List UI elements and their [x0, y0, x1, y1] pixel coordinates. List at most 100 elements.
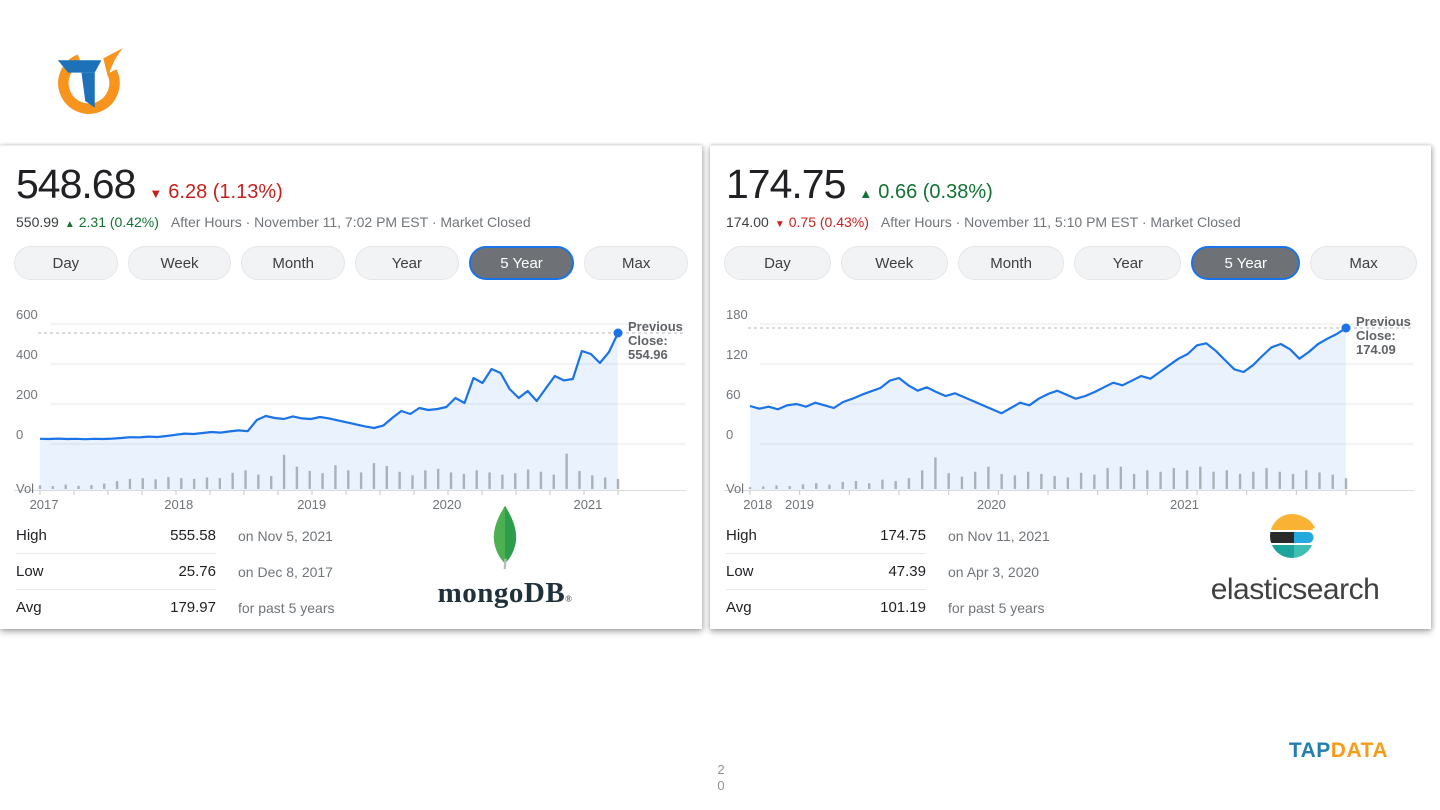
time-range-selector: Day Week Month Year 5 Year Max	[724, 246, 1417, 280]
price-chart-mongodb: 600 400 200 0 2017 2018 2019 2020 2021 Vol Previo…	[14, 304, 686, 518]
after-hours-change: ▼ 0.75 (0.43%)	[774, 214, 869, 230]
elasticsearch-mark-icon	[1270, 514, 1315, 558]
current-price: 548.68	[16, 161, 136, 207]
stat-note: on Dec 8, 2017	[238, 564, 333, 580]
stat-row-avg: Avg 101.19 for past 5 years	[726, 590, 1056, 625]
range-button-5-year[interactable]: 5 Year	[1191, 246, 1301, 280]
stat-note: on Apr 3, 2020	[948, 564, 1040, 580]
price-change-text: 6.28 (1.13%)	[168, 181, 283, 203]
after-hours-row: 174.00 ▼ 0.75 (0.43%) After Hours · Novem…	[710, 206, 1431, 230]
after-hours-arrow-icon: ▲	[64, 219, 75, 230]
stat-note: on Nov 11, 2021	[948, 528, 1050, 544]
stat-label: Low	[726, 563, 754, 580]
tapdata-mark-icon	[54, 44, 126, 122]
mongodb-wordmark: mongoDB®	[437, 577, 573, 609]
after-hours-note: After Hours · November 11, 5:10 PM EST ·…	[880, 214, 1241, 230]
after-hours-price: 174.00	[726, 214, 769, 230]
elasticsearch-logo: elasticsearch	[1180, 508, 1410, 607]
previous-close-annotation: Previous Close: 554.96	[628, 320, 694, 362]
elasticsearch-wordmark: elasticsearch	[1210, 573, 1380, 606]
svg-text:0: 0	[16, 427, 23, 442]
svg-text:400: 400	[16, 347, 38, 362]
range-button-week[interactable]: Week	[840, 246, 948, 280]
price-chart-elasticsearch: 180 120 60 0 2018 2019 2020 2021 Vol Previous Cl…	[724, 304, 1414, 518]
range-button-5-year[interactable]: 5 Year	[468, 246, 575, 280]
range-button-year[interactable]: Year	[1074, 246, 1182, 280]
svg-text:600: 600	[16, 307, 38, 322]
page-number: 2 0	[712, 762, 730, 794]
price-change-text: 0.66 (0.38%)	[878, 181, 993, 203]
range-button-month[interactable]: Month	[241, 246, 346, 280]
price-chart-svg: 600 400 200 0 2017 2018 2019 2020 2021 Vol	[14, 307, 686, 512]
svg-text:2018: 2018	[164, 497, 193, 512]
svg-text:2020: 2020	[432, 497, 461, 512]
svg-text:2017: 2017	[30, 497, 59, 512]
stat-value: 179.97	[170, 599, 216, 616]
range-button-max[interactable]: Max	[584, 246, 689, 280]
after-hours-row: 550.99 ▲ 2.31 (0.42%) After Hours · Novem…	[0, 206, 702, 230]
stock-panel-elasticsearch: 174.75 ▲ 0.66 (0.38%) 174.00 ▼ 0.75 (0.43%…	[710, 145, 1431, 629]
previous-close-value: 174.09	[1356, 341, 1396, 357]
stat-label: Avg	[16, 599, 42, 616]
current-price: 174.75	[726, 161, 846, 207]
svg-text:2018: 2018	[743, 497, 772, 512]
previous-close-label: Previous Close:	[628, 319, 683, 348]
after-hours-change: ▲ 2.31 (0.42%)	[64, 214, 159, 230]
price-chart-svg: 180 120 60 0 2018 2019 2020 2021 Vol	[724, 307, 1414, 512]
svg-text:120: 120	[726, 347, 748, 362]
stat-note: on Nov 5, 2021	[238, 528, 333, 544]
previous-close-label: Previous Close:	[1356, 313, 1411, 343]
stat-note: for past 5 years	[948, 599, 1045, 616]
stats-table: High 174.75 on Nov 11, 2021 Low 47.39 on A…	[726, 518, 1056, 625]
stat-label: High	[16, 527, 47, 544]
stat-row-high: High 174.75 on Nov 11, 2021	[726, 518, 1056, 554]
svg-text:2019: 2019	[785, 497, 814, 512]
stat-row-low: Low 25.76 on Dec 8, 2017	[16, 554, 346, 590]
svg-text:2020: 2020	[977, 497, 1006, 512]
price-header: 548.68 ▼ 6.28 (1.13%)	[0, 146, 702, 206]
range-button-year[interactable]: Year	[355, 246, 459, 280]
stat-label: Low	[16, 563, 44, 580]
price-change: ▼ 6.28 (1.13%)	[149, 181, 282, 204]
after-hours-price: 550.99	[16, 214, 59, 230]
stat-row-high: High 555.58 on Nov 5, 2021	[16, 518, 346, 554]
price-change: ▲ 0.66 (0.38%)	[859, 181, 992, 204]
svg-text:60: 60	[726, 387, 740, 402]
stats-table: High 555.58 on Nov 5, 2021 Low 25.76 on De…	[16, 518, 346, 625]
change-arrow-icon: ▼	[149, 186, 163, 201]
svg-text:Vol: Vol	[726, 481, 744, 496]
range-button-max[interactable]: Max	[1310, 246, 1417, 280]
svg-text:0: 0	[726, 427, 733, 442]
stat-value: 25.76	[178, 563, 216, 580]
price-header: 174.75 ▲ 0.66 (0.38%)	[710, 146, 1431, 206]
stock-panel-mongodb: 548.68 ▼ 6.28 (1.13%) 550.99 ▲ 2.31 (0.42%…	[0, 145, 702, 629]
range-button-day[interactable]: Day	[14, 246, 118, 280]
stat-value: 101.19	[880, 599, 926, 616]
stat-value: 555.58	[170, 527, 216, 544]
tapdata-logo: TAPDATA	[1288, 739, 1388, 762]
tapdata-mark-svg	[57, 47, 124, 114]
svg-text:Vol: Vol	[16, 481, 34, 496]
svg-text:2019: 2019	[297, 497, 326, 512]
mongodb-logo: mongoDB®	[415, 504, 595, 610]
stat-label: High	[726, 527, 757, 544]
page-number-digit: 0	[717, 778, 725, 793]
time-range-selector: Day Week Month Year 5 Year Max	[14, 246, 689, 280]
after-hours-note: After Hours · November 11, 7:02 PM EST ·…	[170, 214, 531, 230]
after-hours-arrow-icon: ▼	[774, 219, 785, 230]
svg-text:2021: 2021	[1170, 497, 1199, 512]
stat-row-low: Low 47.39 on Apr 3, 2020	[726, 554, 1056, 590]
range-button-month[interactable]: Month	[957, 246, 1065, 280]
stat-value: 174.75	[880, 527, 926, 544]
page-number-digit: 2	[717, 762, 725, 777]
svg-text:180: 180	[726, 307, 748, 322]
previous-close-annotation: Previous Close: 174.09	[1356, 313, 1422, 357]
svg-text:200: 200	[16, 387, 38, 402]
stat-value: 47.39	[888, 563, 926, 580]
stat-note: for past 5 years	[238, 599, 335, 616]
range-button-week[interactable]: Week	[127, 246, 232, 280]
stat-row-avg: Avg 179.97 for past 5 years	[16, 590, 346, 625]
change-arrow-icon: ▲	[859, 186, 873, 201]
range-button-day[interactable]: Day	[724, 246, 831, 280]
svg-text:2021: 2021	[573, 497, 602, 512]
